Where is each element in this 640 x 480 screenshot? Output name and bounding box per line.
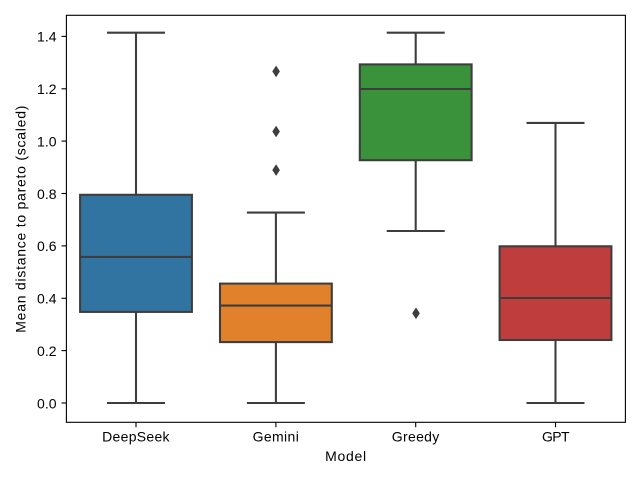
- svg-text:Model: Model: [325, 448, 367, 464]
- svg-text:0.8: 0.8: [37, 186, 57, 202]
- svg-text:GPT: GPT: [542, 429, 570, 445]
- svg-text:1.0: 1.0: [37, 133, 57, 149]
- svg-text:0.0: 0.0: [37, 395, 57, 411]
- svg-text:1.4: 1.4: [37, 29, 57, 45]
- svg-text:Mean distance to pareto (scale: Mean distance to pareto (scaled): [12, 105, 28, 333]
- svg-text:0.4: 0.4: [37, 291, 57, 307]
- svg-text:Gemini: Gemini: [253, 429, 300, 445]
- svg-text:0.2: 0.2: [37, 343, 57, 359]
- svg-text:1.2: 1.2: [37, 81, 57, 97]
- svg-text:Greedy: Greedy: [392, 429, 440, 445]
- svg-text:0.6: 0.6: [37, 238, 57, 254]
- svg-text:DeepSeek: DeepSeek: [102, 429, 170, 445]
